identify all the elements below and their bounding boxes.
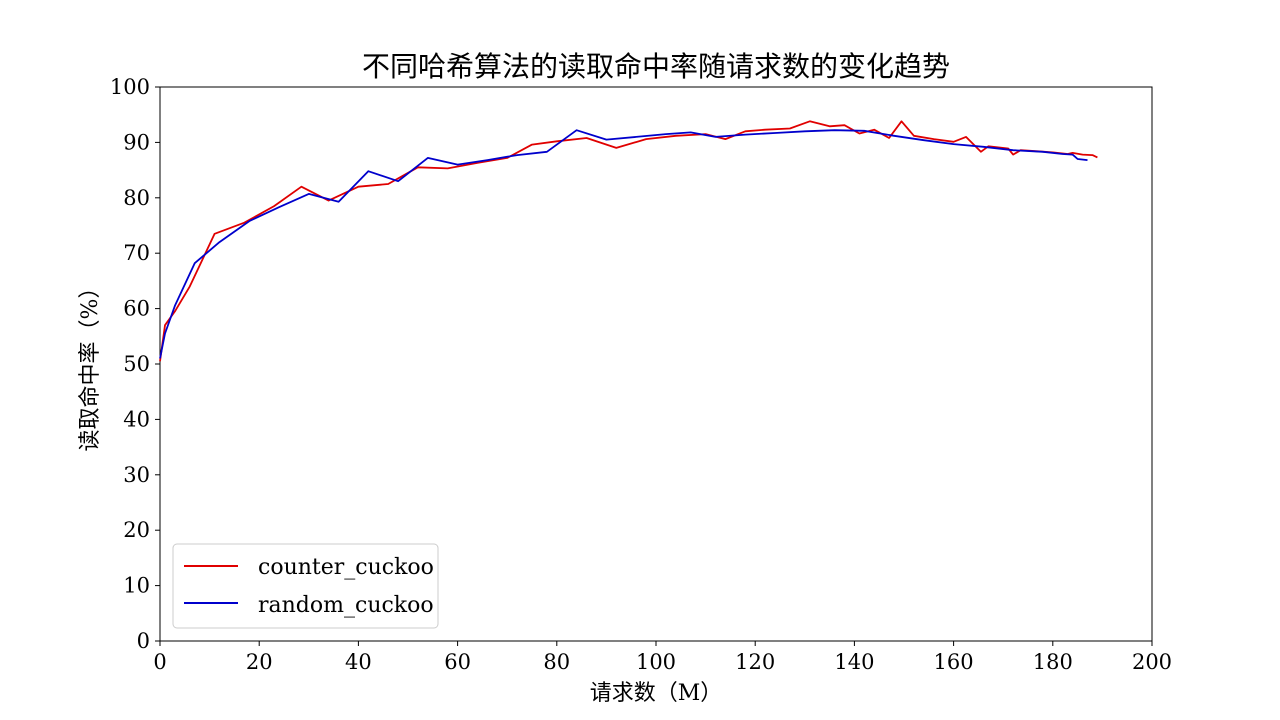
chart-title: 不同哈希算法的读取命中率随请求数的变化趋势 xyxy=(362,50,950,83)
x-axis: 0 20 40 60 80 100 120 140 160 180 200 xyxy=(153,641,1172,674)
y-tick-label: 70 xyxy=(123,241,150,265)
x-tick-label: 200 xyxy=(1132,650,1172,674)
y-tick-label: 0 xyxy=(137,629,150,653)
legend: counter_cuckoo random_cuckoo xyxy=(172,543,439,629)
x-tick-label: 20 xyxy=(246,650,273,674)
series-layer xyxy=(159,120,1098,362)
x-tick-label: 40 xyxy=(345,650,372,674)
x-tick-label: 80 xyxy=(543,650,570,674)
series-line-random-cuckoo xyxy=(159,129,1088,359)
y-tick-label: 30 xyxy=(123,463,150,487)
y-tick-label: 10 xyxy=(123,574,150,598)
y-tick-label: 60 xyxy=(123,297,150,321)
x-tick-label: 140 xyxy=(834,650,874,674)
legend-label-counter-cuckoo: counter_cuckoo xyxy=(258,555,434,580)
y-tick-label: 80 xyxy=(123,186,150,210)
x-tick-label: 120 xyxy=(735,650,775,674)
series-line-counter-cuckoo xyxy=(159,120,1098,362)
x-tick-label: 60 xyxy=(444,650,471,674)
y-axis-label: 读取命中率（%） xyxy=(78,277,103,452)
x-tick-label: 180 xyxy=(1033,650,1073,674)
x-tick-label: 160 xyxy=(934,650,974,674)
y-tick-label: 90 xyxy=(123,130,150,154)
x-tick-label: 0 xyxy=(153,650,166,674)
legend-label-random-cuckoo: random_cuckoo xyxy=(258,593,434,618)
y-axis: 0 10 20 30 40 50 60 70 80 90 100 xyxy=(110,75,160,653)
legend-box xyxy=(172,543,439,629)
x-axis-label: 请求数（M） xyxy=(590,681,723,706)
y-tick-label: 40 xyxy=(123,407,150,431)
y-tick-label: 100 xyxy=(110,75,150,99)
y-tick-label: 50 xyxy=(123,352,150,376)
y-tick-label: 20 xyxy=(123,518,150,542)
x-tick-label: 100 xyxy=(636,650,676,674)
